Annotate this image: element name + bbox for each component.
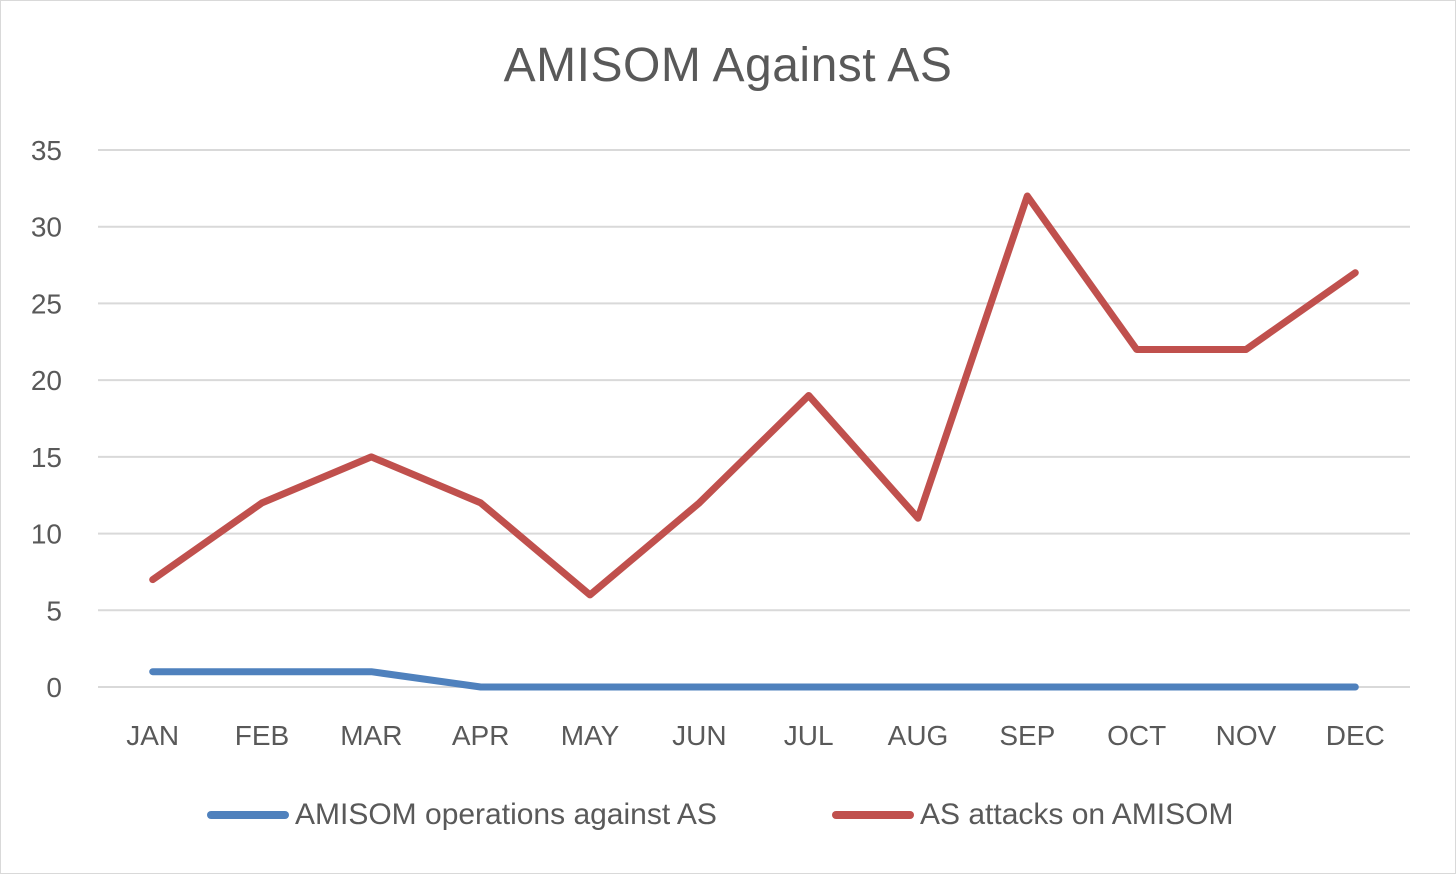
chart-title: AMISOM Against AS	[503, 39, 953, 92]
x-tick-label-mar: MAR	[340, 720, 402, 751]
legend: AMISOM operations against AS AS attacks …	[0, 790, 1456, 840]
y-axis-ticks: 0 5 10 15 20 25 30 35	[31, 135, 62, 703]
y-tick-label: 5	[46, 595, 62, 626]
y-tick-label: 30	[31, 212, 62, 243]
series-line-amisom-operations	[149, 668, 1359, 691]
y-tick-label: 15	[31, 442, 62, 473]
x-tick-label-nov: NOV	[1216, 720, 1277, 751]
x-tick-label-oct: OCT	[1107, 720, 1166, 751]
legend-label-amisom-operations: AMISOM operations against AS	[295, 798, 717, 831]
x-tick-label-sep: SEP	[999, 720, 1055, 751]
gridlines	[98, 149, 1410, 688]
x-tick-label-jun: JUN	[672, 720, 726, 751]
y-tick-label: 10	[31, 519, 62, 550]
x-tick-label-dec: DEC	[1326, 720, 1385, 751]
legend-label-as-attacks: AS attacks on AMISOM	[920, 798, 1234, 831]
x-tick-label-aug: AUG	[888, 720, 949, 751]
series-line-as-attacks	[149, 192, 1359, 599]
y-tick-label: 20	[31, 365, 62, 396]
legend-swatch-amisom-operations	[207, 811, 289, 819]
x-tick-label-jul: JUL	[784, 720, 834, 751]
y-tick-label: 25	[31, 288, 62, 319]
x-tick-label-jan: JAN	[126, 720, 179, 751]
x-tick-label-feb: FEB	[235, 720, 289, 751]
y-tick-label: 35	[31, 135, 62, 166]
legend-item-amisom-operations: AMISOM operations against AS	[207, 790, 717, 840]
legend-swatch-as-attacks	[832, 811, 914, 819]
series-lines	[149, 192, 1359, 691]
x-tick-label-apr: APR	[452, 720, 510, 751]
legend-item-as-attacks: AS attacks on AMISOM	[832, 790, 1233, 840]
x-tick-label-may: MAY	[561, 720, 620, 751]
x-axis-ticks: JAN FEB MAR APR MAY JUN JUL AUG SEP OCT NOV DEC	[126, 720, 1385, 751]
y-tick-label: 0	[46, 672, 62, 703]
